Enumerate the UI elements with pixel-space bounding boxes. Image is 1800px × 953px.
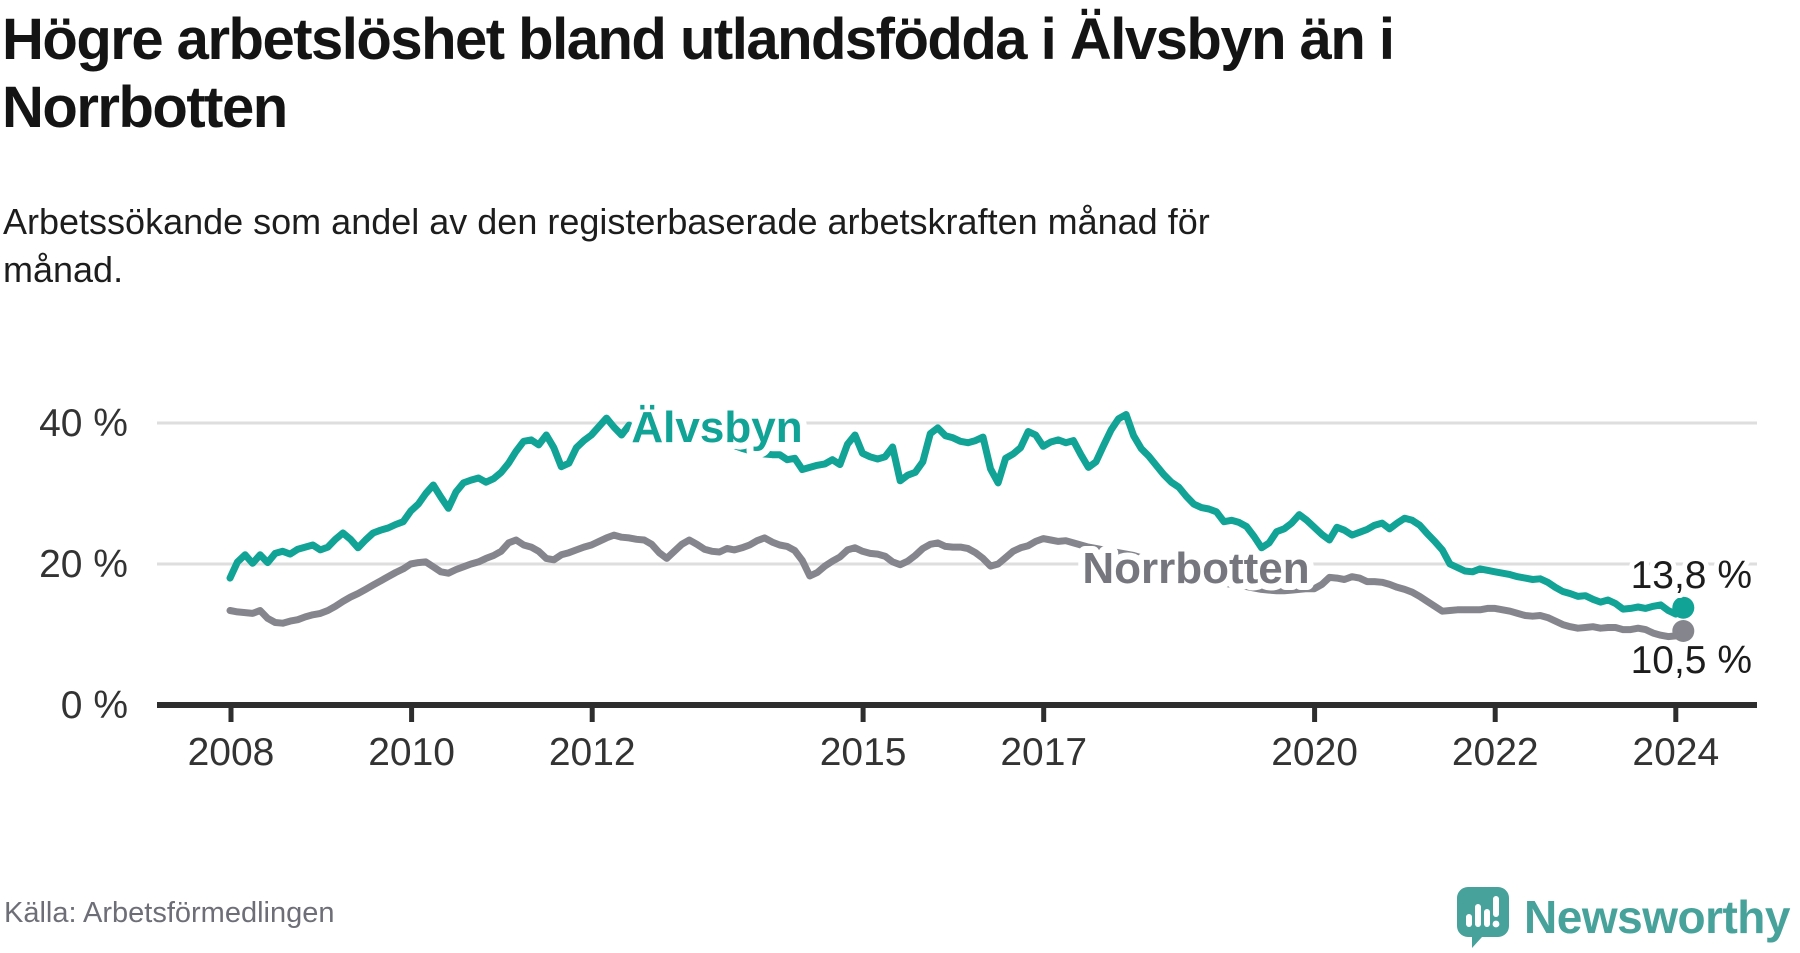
norrbotten-end-value-label: 10,5 % [1631,639,1752,682]
x-tick-label: 2017 [1000,731,1087,774]
x-tick-label: 2008 [188,731,275,774]
bar-chart-glyph [1466,896,1500,928]
y-tick-labels: 0 % 20 % 40 % [39,402,128,727]
alvsbyn-line [226,411,1687,618]
y-tick-label: 20 % [39,543,128,586]
alvsbyn-series-label: Älvsbyn [631,403,802,452]
series-lines [226,411,1687,641]
newsworthy-logo-icon [1456,886,1510,953]
title-line-1: Högre arbetslöshet bland utlandsfödda i … [2,7,1395,72]
y-tick-label: 0 % [61,684,128,727]
subtitle-line-1: Arbetssökande som andel av den registerb… [3,201,1210,242]
x-tick-marks [228,705,1679,722]
x-tick-label: 2024 [1632,731,1719,774]
x-tick-label: 2022 [1452,731,1539,774]
chart-subtitle: Arbetssökande som andel av den registerb… [3,198,1799,293]
subtitle-line-2: månad. [3,248,124,290]
x-tick-label: 2012 [549,731,636,774]
alvsbyn-end-value-label: 13,8 % [1631,554,1752,597]
speech-bubble-shape [1457,887,1510,948]
x-tick-label: 2015 [820,731,907,774]
norrbotten-line [226,531,1687,641]
newsworthy-wordmark: Newsworthy [1524,891,1790,943]
page-title: Högre arbetslöshet bland utlandsfödda i … [2,6,1798,142]
norrbotten-end-dot [1672,620,1695,642]
brand-lockup: Newsworthy [1456,886,1790,948]
source-attribution: Källa: Arbetsförmedlingen [4,897,335,929]
x-tick-label: 2020 [1271,731,1358,774]
y-tick-label: 40 % [39,402,128,445]
title-line-2: Norrbotten [2,74,288,140]
x-tick-label: 2010 [368,731,455,774]
x-tick-labels: 2008 2010 2012 2015 2017 2020 2022 2024 [188,731,1720,774]
alvsbyn-end-dot [1672,596,1695,619]
gridlines [157,421,1757,566]
norrbotten-series-label: Norrbotten [1082,544,1309,593]
